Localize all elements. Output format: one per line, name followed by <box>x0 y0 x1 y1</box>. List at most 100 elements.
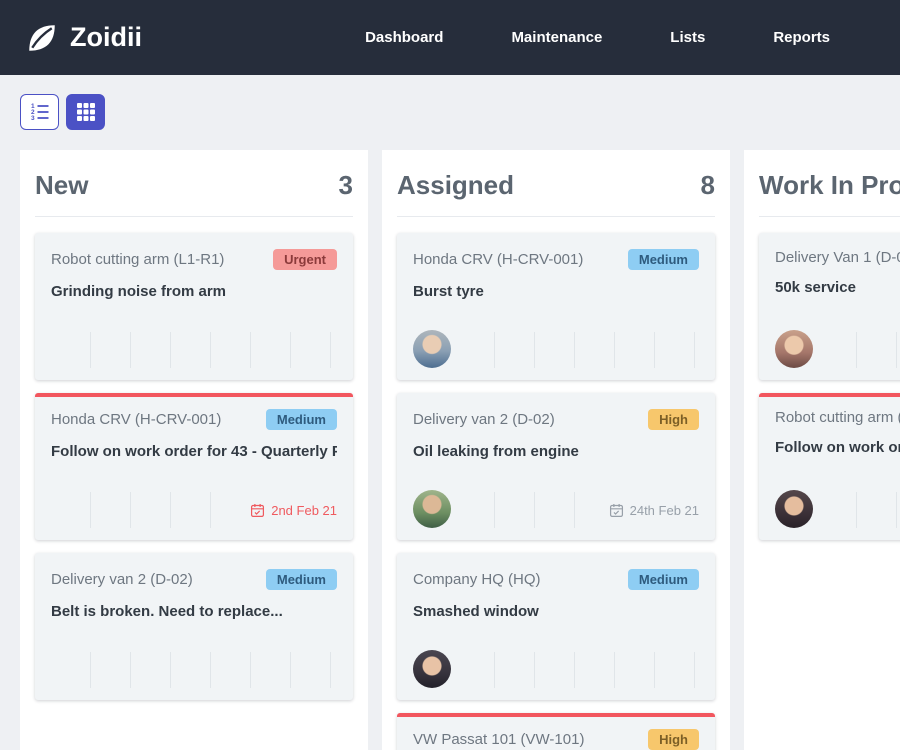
column-header: New 3 <box>35 150 353 217</box>
due-date-text: 24th Feb 21 <box>629 502 699 518</box>
column-cards: Delivery Van 1 (D-01) 50k service Robot cu… <box>759 233 900 540</box>
column-title: New <box>35 170 89 200</box>
column-header: Assigned 8 <box>397 150 715 217</box>
due-date: 2nd Feb 21 <box>242 492 337 528</box>
assignee-avatar[interactable] <box>775 330 813 368</box>
card-asset-name: Honda CRV (H-CRV-001) <box>51 411 222 428</box>
column-title: Work In Progress <box>759 170 900 200</box>
board-column: Work In Progress Delivery Van 1 (D-01) 50k… <box>744 150 900 750</box>
work-order-card[interactable]: Company HQ (HQ) Medium Smashed window <box>397 553 715 700</box>
card-top-row: Robot cutting arm (L1-R1) <box>775 409 900 426</box>
assignee-avatar[interactable] <box>413 330 451 368</box>
card-asset-name: Delivery van 2 (D-02) <box>51 571 193 588</box>
svg-text:3: 3 <box>31 115 35 121</box>
card-slots <box>455 492 601 528</box>
card-top-row: Delivery van 2 (D-02) Medium <box>51 569 337 590</box>
zoidii-logo-icon <box>29 24 55 51</box>
board-column: Assigned 8 Honda CRV (H-CRV-001) Medium Burs… <box>382 150 730 750</box>
main-nav: Dashboard Maintenance Lists Reports <box>365 29 830 46</box>
card-slots <box>817 492 900 528</box>
card-asset-name: Robot cutting arm (L1-R1) <box>51 251 225 268</box>
card-slots <box>817 332 900 368</box>
card-top-row: Delivery Van 1 (D-01) <box>775 249 900 266</box>
card-description: 50k service <box>775 279 856 296</box>
card-top-row: Honda CRV (H-CRV-001) Medium <box>413 249 699 270</box>
card-asset-name: VW Passat 101 (VW-101) <box>413 731 585 748</box>
card-description: Follow on work order for 43 - Quarterly … <box>51 443 337 460</box>
board: New 3 Robot cutting arm (L1-R1) Urgent Grind… <box>0 150 900 750</box>
assignee-avatar[interactable] <box>413 490 451 528</box>
calendar-check-icon <box>251 503 265 517</box>
card-description: Oil leaking from engine <box>413 443 579 460</box>
card-footer <box>775 330 900 368</box>
work-order-card[interactable]: Honda CRV (H-CRV-001) Medium Burst tyre <box>397 233 715 380</box>
card-footer: 2nd Feb 21 <box>51 492 337 528</box>
card-asset-name: Robot cutting arm (L1-R1) <box>775 409 900 426</box>
work-order-card[interactable]: VW Passat 101 (VW-101)HighAnnual PM <box>397 713 715 750</box>
column-title: Assigned <box>397 170 515 200</box>
column-cards: Robot cutting arm (L1-R1) Urgent Grinding … <box>35 233 353 700</box>
card-footer: 24th Feb 21 <box>413 490 699 528</box>
card-top-row: Honda CRV (H-CRV-001) Medium <box>51 409 337 430</box>
numbered-list-icon: 123 <box>31 103 48 121</box>
top-navbar: Zoidii Dashboard Maintenance Lists Repor… <box>0 0 900 75</box>
calendar-check-icon <box>609 503 623 517</box>
card-description: Belt is broken. Need to replace... <box>51 603 283 620</box>
card-asset-name: Delivery van 2 (D-02) <box>413 411 555 428</box>
card-asset-name: Delivery Van 1 (D-01) <box>775 249 900 266</box>
column-cards: Honda CRV (H-CRV-001) Medium Burst tyre Del… <box>397 233 715 750</box>
work-order-card[interactable]: Delivery van 2 (D-02) Medium Belt is broke… <box>35 553 353 700</box>
column-header: Work In Progress <box>759 150 900 217</box>
nav-item-maintenance[interactable]: Maintenance <box>511 29 603 46</box>
svg-text:2: 2 <box>31 109 35 116</box>
card-top-row: Company HQ (HQ) Medium <box>413 569 699 590</box>
nav-item-lists[interactable]: Lists <box>670 29 706 46</box>
board-column: New 3 Robot cutting arm (L1-R1) Urgent Grind… <box>20 150 368 750</box>
card-description: Burst tyre <box>413 283 484 300</box>
card-slots <box>51 652 337 688</box>
priority-badge: Medium <box>265 569 337 590</box>
nav-item-dashboard[interactable]: Dashboard <box>365 29 444 46</box>
column-count: 3 <box>338 170 353 200</box>
priority-badge: Urgent <box>273 249 337 270</box>
priority-badge: Medium <box>265 409 337 430</box>
card-top-row: Robot cutting arm (L1-R1) Urgent <box>51 249 337 270</box>
grid-icon <box>76 103 95 121</box>
card-description: Grinding noise from arm <box>51 283 227 300</box>
brand[interactable]: Zoidii <box>24 20 142 56</box>
column-count: 8 <box>700 170 715 200</box>
card-footer <box>413 330 699 368</box>
card-top-row: VW Passat 101 (VW-101) High <box>413 729 699 750</box>
nav-item-reports[interactable]: Reports <box>773 29 830 46</box>
card-footer <box>775 490 900 528</box>
card-slots <box>455 652 699 688</box>
card-footer <box>51 332 337 368</box>
card-footer <box>413 650 699 688</box>
work-order-card[interactable]: Delivery Van 1 (D-01) 50k service <box>759 233 900 380</box>
assignee-avatar[interactable] <box>775 490 813 528</box>
priority-badge: Medium <box>627 249 699 270</box>
priority-badge: Medium <box>627 569 699 590</box>
work-order-card[interactable]: Robot cutting arm (L1-R1) Follow on work … <box>759 393 900 540</box>
card-top-row: Delivery van 2 (D-02) High <box>413 409 699 430</box>
work-order-card[interactable]: Honda CRV (H-CRV-001) Medium Follow on wor… <box>35 393 353 540</box>
card-footer <box>51 652 337 688</box>
card-slots <box>51 492 243 528</box>
grid-view-button[interactable] <box>66 94 106 130</box>
work-order-card[interactable]: Robot cutting arm (L1-R1) Urgent Grinding … <box>35 233 353 380</box>
card-asset-name: Honda CRV (H-CRV-001) <box>413 251 584 268</box>
svg-text:1: 1 <box>31 103 35 110</box>
priority-badge: High <box>648 409 699 430</box>
brand-name: Zoidii <box>70 22 142 52</box>
work-order-card[interactable]: Delivery van 2 (D-02) High Oil leaking fro… <box>397 393 715 540</box>
card-slots <box>455 332 699 368</box>
due-date-text: 2nd Feb 21 <box>271 502 337 518</box>
card-slots <box>51 332 337 368</box>
assignee-avatar[interactable] <box>413 650 451 688</box>
due-date: 24th Feb 21 <box>600 492 699 528</box>
card-asset-name: Company HQ (HQ) <box>413 571 541 588</box>
priority-badge: High <box>648 729 699 750</box>
card-description: Smashed window <box>413 603 539 620</box>
